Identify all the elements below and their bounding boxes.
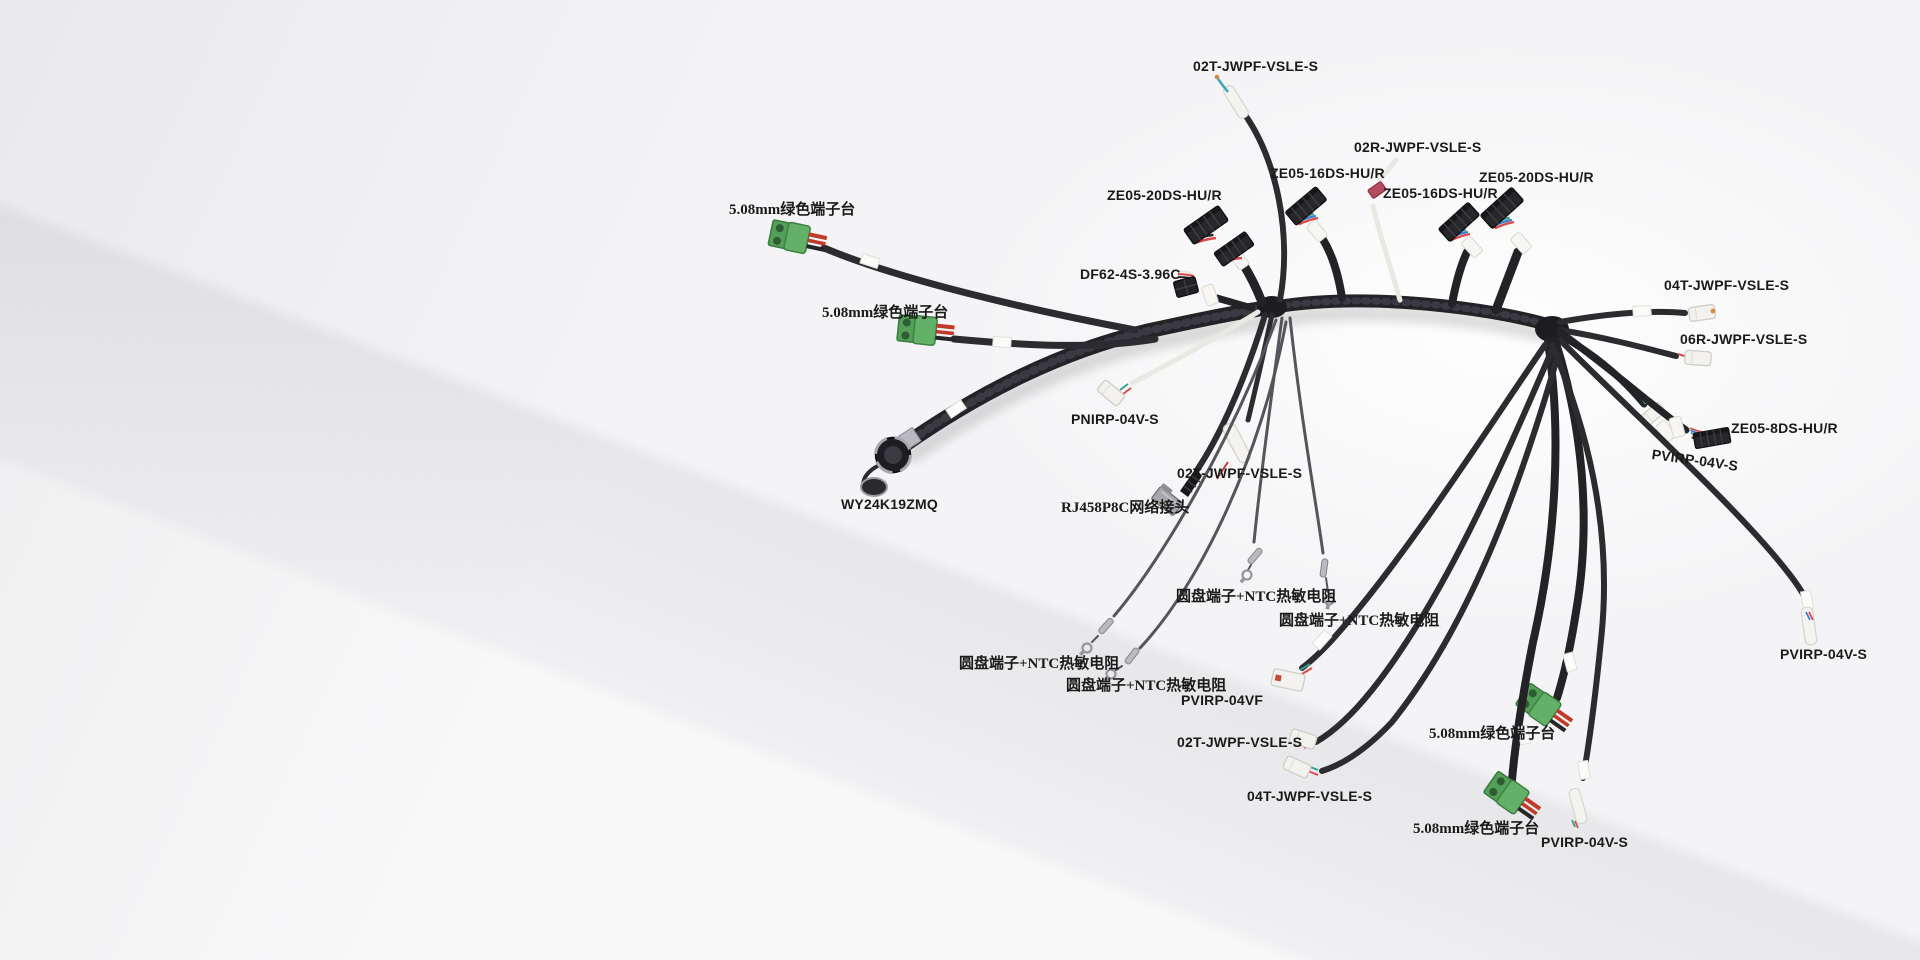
connector-label: 04T-JWPF-VSLE-S <box>1247 788 1373 804</box>
pnirp-04v-connector <box>1095 309 1261 408</box>
connector-label: PVIRP-04V-S <box>1541 834 1629 850</box>
connector-label: 圆盘端子+NTC热敏电阻 <box>959 656 1120 672</box>
04t-jwpf-right-connector <box>1557 303 1717 325</box>
df62-connector <box>1173 265 1256 312</box>
connector-label: 02T-JWPF-VSLE-S <box>1177 465 1303 481</box>
ntc-lead-2 <box>1288 316 1336 612</box>
green-terminal-2 <box>894 311 1159 350</box>
connector-label: ZE05-20DS-HU/R <box>1479 169 1594 185</box>
ze05-8ds-connector <box>1556 328 1732 450</box>
connector-label: PVIRP-04VF <box>1181 692 1264 708</box>
connector-label: 5.08mm绿色端子台 <box>1413 821 1540 837</box>
ze05-20ds-right-connector <box>1479 186 1533 315</box>
pvirp-04vf-connector <box>1270 342 1548 692</box>
ntc-lead-3 <box>1076 318 1278 659</box>
02t-jwpf-bottom-connector <box>1287 347 1555 751</box>
connector-label: 02T-JWPF-VSLE-S <box>1193 58 1319 74</box>
ntc-lead-1 <box>1236 316 1284 587</box>
connector-label: 06R-JWPF-VSLE-S <box>1680 331 1808 347</box>
ze05-16ds-2-connector <box>1437 201 1484 308</box>
orange-wire-tip <box>1214 74 1220 80</box>
rj45-connector <box>1151 312 1268 516</box>
connector-label: 圆盘端子+NTC热敏电阻 <box>1176 589 1337 605</box>
wy24k19zmq-connector <box>860 426 922 497</box>
connector-label: 圆盘端子+NTC热敏电阻 <box>1066 678 1227 694</box>
connector-label: 圆盘端子+NTC热敏电阻 <box>1279 613 1440 629</box>
connector-label: 5.08mm绿色端子台 <box>1429 726 1556 742</box>
02t-jwpf-top-connector <box>1214 74 1288 303</box>
connector-label: 02T-JWPF-VSLE-S <box>1177 734 1303 750</box>
green-terminal-4 <box>1480 338 1560 828</box>
ze05-20ds-left-connector <box>1182 204 1267 307</box>
connector-label: ZE05-16DS-HU/R <box>1383 185 1498 201</box>
connector-label: 5.08mm绿色端子台 <box>822 305 949 321</box>
ze05-16ds-1-connector <box>1284 185 1346 302</box>
connector-label: 04T-JWPF-VSLE-S <box>1664 277 1790 293</box>
connector-label: RJ458P8C网络接头 <box>1061 500 1190 516</box>
connector-label: 02R-JWPF-VSLE-S <box>1354 139 1482 155</box>
06r-jwpf-connector <box>1557 327 1713 367</box>
connector-label: WY24K19ZMQ <box>841 496 938 512</box>
pvirp-04v-bottom-connector <box>1549 342 1607 829</box>
green-terminal-1 <box>765 216 1139 334</box>
04t-jwpf-bottom-connector <box>1281 352 1561 780</box>
ntc-lead-4 <box>1100 320 1288 686</box>
02t-jwpf-mid-connector <box>1216 312 1275 481</box>
connector-label: DF62-4S-3.96C <box>1080 266 1181 282</box>
connector-label: ZE05-8DS-HU/R <box>1731 420 1838 436</box>
pvirp-04v-right-connector <box>1557 337 1819 647</box>
connector-label: PNIRP-04V-S <box>1071 411 1159 427</box>
connector-label: ZE05-20DS-HU/R <box>1107 187 1222 203</box>
02r-jwpf-connector <box>1367 157 1403 303</box>
connector-label: ZE05-16DS-HU/R <box>1270 165 1385 181</box>
connector-label: PVIRP-04V-S <box>1780 646 1868 662</box>
connector-label: 5.08mm绿色端子台 <box>729 202 856 218</box>
